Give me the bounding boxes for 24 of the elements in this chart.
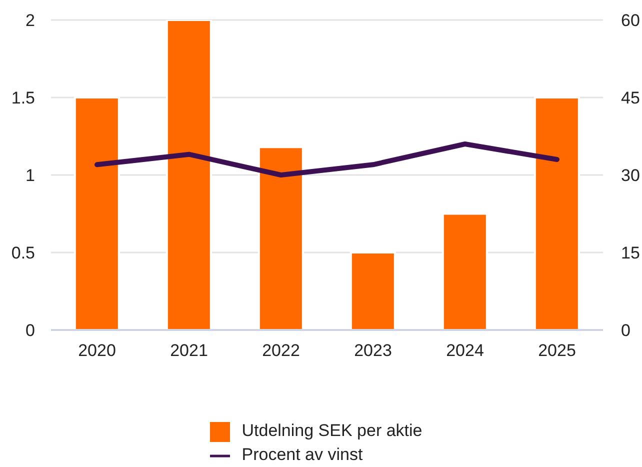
x-tick-label: 2020 (78, 341, 116, 360)
y-tick-label: 1 (26, 166, 35, 186)
y-tick-label: 0.5 (11, 244, 35, 263)
x-tick-label: 2022 (262, 341, 300, 360)
x-tick-label: 2023 (354, 341, 392, 360)
y2-tick-label: 15 (621, 244, 640, 263)
y2-tick-label: 45 (621, 88, 640, 108)
x-tick-label: 2021 (170, 341, 208, 360)
bar (350, 252, 396, 330)
legend-label: Utdelning SEK per aktie (242, 421, 422, 440)
x-tick-label: 2025 (538, 341, 576, 360)
y-tick-label: 0 (26, 321, 35, 340)
y2-tick-label: 60 (621, 11, 640, 30)
bar (442, 212, 488, 330)
bar (166, 20, 212, 330)
bar (258, 146, 304, 330)
x-tick-label: 2024 (446, 341, 484, 360)
bar (74, 96, 120, 330)
y-tick-label: 1.5 (11, 88, 35, 108)
y-tick-label: 2 (26, 11, 35, 30)
y2-tick-label: 30 (621, 166, 640, 186)
bar (534, 96, 580, 330)
legend-label: Procent av vinst (242, 445, 363, 464)
y2-tick-label: 0 (621, 321, 630, 340)
